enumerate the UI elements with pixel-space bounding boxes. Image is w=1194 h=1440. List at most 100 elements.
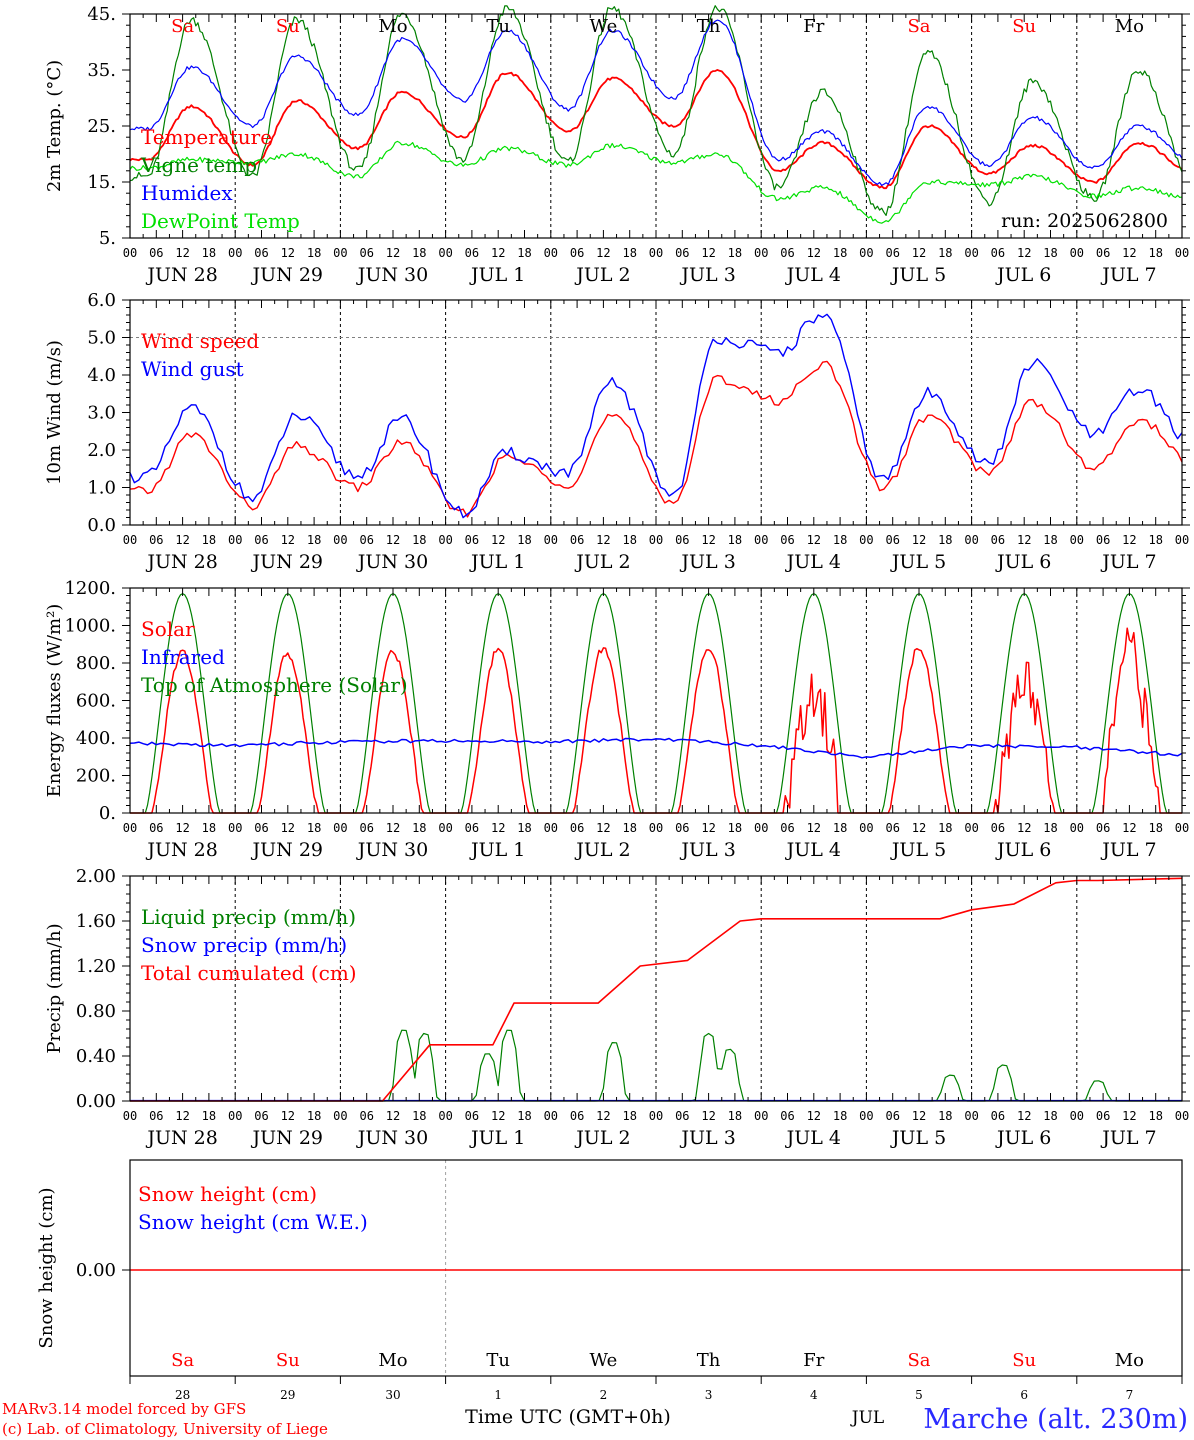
- hour-tick-label: 18: [307, 246, 321, 260]
- hour-tick-label: 18: [307, 1109, 321, 1123]
- y-tick-label: 2.00: [76, 866, 116, 887]
- location-label: Marche (alt. 230m): [923, 1404, 1188, 1435]
- hour-tick-label: 06: [885, 1109, 899, 1123]
- hour-tick-label: 12: [701, 246, 715, 260]
- hour-tick-label: 00: [1175, 246, 1189, 260]
- hour-tick-label: 00: [649, 821, 663, 835]
- hour-tick-label: 18: [412, 246, 426, 260]
- date-label: JUN 29: [251, 551, 323, 573]
- hour-tick-label: 12: [912, 821, 926, 835]
- bottom-day-number: 3: [705, 1388, 713, 1402]
- hour-tick-label: 18: [1148, 821, 1162, 835]
- hour-tick-label: 18: [938, 821, 952, 835]
- weekday-label: Mo: [1115, 16, 1144, 37]
- hour-tick-label: 12: [175, 246, 189, 260]
- total-cumulated-series: [130, 877, 1183, 1102]
- hour-tick-label: 00: [649, 246, 663, 260]
- hour-tick-label: 00: [123, 246, 137, 260]
- legend-entry: Snow precip (mm/h): [141, 933, 347, 957]
- hour-tick-label: 12: [1017, 246, 1031, 260]
- y-tick-label: 4.0: [87, 365, 116, 386]
- hour-tick-label: 00: [333, 533, 347, 547]
- weekday-label: Sa: [907, 16, 930, 37]
- hour-tick-label: 00: [228, 533, 242, 547]
- hour-tick-label: 18: [202, 246, 216, 260]
- hour-tick-label: 06: [885, 246, 899, 260]
- credit-line-2: (c) Lab. of Climatology, University of L…: [2, 1420, 328, 1438]
- hour-tick-label: 18: [833, 1109, 847, 1123]
- bottom-day-number: 30: [385, 1388, 400, 1402]
- hour-tick-label: 06: [991, 533, 1005, 547]
- weekday-label: Sa: [907, 1350, 930, 1371]
- weekday-label: Fr: [803, 1350, 824, 1371]
- date-label: JUN 30: [356, 551, 428, 573]
- date-label: JUL 1: [469, 1127, 525, 1149]
- date-label: JUL 4: [785, 839, 841, 861]
- hour-tick-label: 12: [1122, 1109, 1136, 1123]
- weekday-label: Th: [697, 1350, 721, 1371]
- hour-tick-label: 12: [1122, 533, 1136, 547]
- weekday-label: Su: [1012, 1350, 1036, 1371]
- hour-tick-label: 12: [596, 1109, 610, 1123]
- hour-tick-label: 06: [780, 246, 794, 260]
- hour-tick-label: 06: [780, 1109, 794, 1123]
- y-tick-label: 0.80: [76, 1001, 116, 1022]
- hour-tick-label: 06: [570, 533, 584, 547]
- date-label: JUN 28: [145, 551, 217, 573]
- y-tick-label: 1.0: [87, 478, 116, 499]
- y-axis-label: Precip (mm/h): [44, 923, 65, 1053]
- date-label: JUL 7: [1100, 551, 1156, 573]
- bottom-day-number: 4: [810, 1388, 818, 1402]
- date-label: JUN 28: [145, 1127, 217, 1149]
- date-label: JUL 2: [574, 1127, 630, 1149]
- hour-tick-label: 00: [123, 533, 137, 547]
- hour-tick-label: 18: [1148, 246, 1162, 260]
- temp-series-1: [129, 5, 1183, 216]
- hour-tick-label: 18: [622, 821, 636, 835]
- weekday-label: Tu: [486, 16, 510, 37]
- x-axis-title: Time UTC (GMT+0h): [465, 1406, 671, 1428]
- hour-tick-label: 18: [202, 533, 216, 547]
- hour-tick-label: 06: [991, 246, 1005, 260]
- y-tick-label: 35.: [87, 60, 116, 81]
- hour-tick-label: 06: [885, 533, 899, 547]
- date-label: JUL 2: [574, 551, 630, 573]
- date-label: JUL 3: [679, 551, 735, 573]
- date-label: JUL 6: [995, 264, 1051, 286]
- hour-tick-label: 00: [859, 821, 873, 835]
- date-label: JUL 5: [890, 839, 946, 861]
- hour-tick-label: 18: [202, 1109, 216, 1123]
- date-label: JUL 6: [995, 839, 1051, 861]
- hour-tick-label: 12: [807, 533, 821, 547]
- weekday-label: Su: [276, 16, 300, 37]
- hour-tick-label: 00: [1175, 821, 1189, 835]
- y-tick-label: 1200.: [64, 578, 116, 599]
- legend-entry: Top of Atmosphere (Solar): [141, 673, 408, 697]
- infrared-series: [129, 737, 1183, 759]
- hour-tick-label: 18: [938, 1109, 952, 1123]
- hour-tick-label: 00: [438, 821, 452, 835]
- hour-tick-label: 00: [649, 1109, 663, 1123]
- y-tick-label: 0.40: [76, 1046, 116, 1067]
- hour-tick-label: 06: [254, 1109, 268, 1123]
- hour-tick-label: 00: [438, 533, 452, 547]
- hour-tick-label: 00: [544, 533, 558, 547]
- hour-tick-label: 18: [1148, 533, 1162, 547]
- hour-tick-label: 12: [281, 1109, 295, 1123]
- hour-tick-label: 12: [175, 821, 189, 835]
- hour-tick-label: 00: [544, 246, 558, 260]
- hour-tick-label: 18: [412, 533, 426, 547]
- hour-tick-label: 06: [254, 246, 268, 260]
- y-tick-label: 15.: [87, 172, 116, 193]
- hour-tick-label: 18: [517, 533, 531, 547]
- hour-tick-label: 06: [465, 821, 479, 835]
- weekday-label: Sa: [171, 16, 194, 37]
- date-label: JUN 29: [251, 264, 323, 286]
- hour-tick-label: 12: [386, 246, 400, 260]
- hour-tick-label: 00: [1175, 1109, 1189, 1123]
- date-label: JUN 30: [356, 264, 428, 286]
- hour-tick-label: 12: [1122, 246, 1136, 260]
- hour-tick-label: 00: [859, 246, 873, 260]
- date-label: JUL 3: [679, 1127, 735, 1149]
